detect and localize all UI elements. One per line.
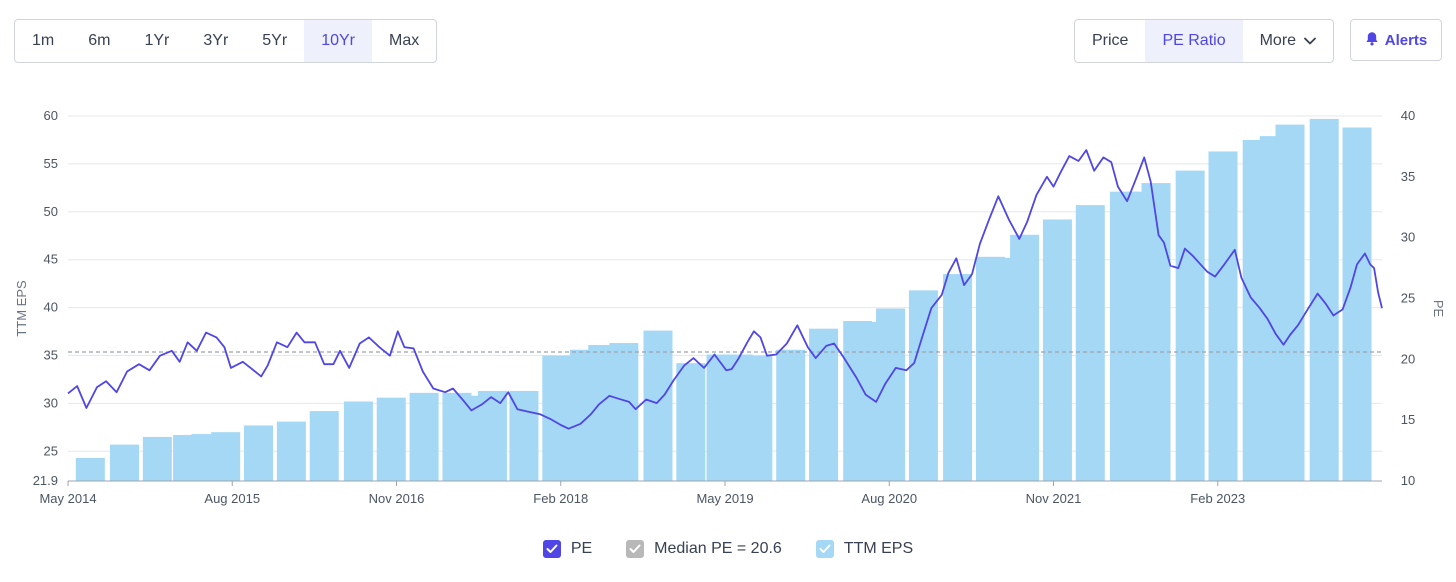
checkbox-checked-icon bbox=[815, 540, 834, 558]
eps-bar bbox=[376, 397, 406, 481]
x-axis-tick: May 2014 bbox=[39, 491, 96, 506]
eps-bar bbox=[908, 290, 938, 481]
range-button-1yr[interactable]: 1Yr bbox=[144, 32, 170, 49]
more-label: More bbox=[1259, 32, 1297, 49]
range-button-10yr[interactable]: 10Yr bbox=[304, 20, 372, 62]
eps-bar bbox=[1141, 183, 1171, 481]
eps-bar bbox=[1275, 124, 1305, 482]
eps-bar bbox=[309, 411, 339, 481]
legend-label-ttm-eps: TTM EPS bbox=[843, 540, 914, 557]
price-label: Price bbox=[1092, 32, 1129, 49]
pe-ratio-label: PE Ratio bbox=[1162, 32, 1226, 49]
x-axis-tick: Feb 2018 bbox=[533, 491, 588, 506]
right-axis-title: PE bbox=[1431, 300, 1446, 318]
pe-line bbox=[67, 149, 1383, 430]
right-axis-tick: 20 bbox=[1401, 351, 1415, 366]
eps-bar bbox=[743, 355, 773, 481]
range-button-1m[interactable]: 1m bbox=[32, 32, 55, 49]
range-button-5yr[interactable]: 5Yr bbox=[262, 32, 288, 49]
eps-bar bbox=[943, 274, 973, 481]
left-axis-tick: 21.9 bbox=[33, 473, 58, 488]
metric-selector: Price PE Ratio More bbox=[1074, 19, 1335, 63]
pe-ratio-chart: 21.9 25 30 35 40 45 50 55 60 10 15 20 25 30 35 40 May 20… bbox=[14, 108, 1446, 506]
eps-bar bbox=[1175, 170, 1205, 481]
more-dropdown[interactable]: More bbox=[1243, 20, 1333, 62]
right-axis-tick: 25 bbox=[1401, 291, 1415, 306]
legend-item-pe[interactable]: PE bbox=[542, 540, 593, 558]
legend-item-median-pe[interactable]: Median PE = 20.6 bbox=[626, 540, 782, 558]
checkbox-checked-icon bbox=[542, 540, 561, 558]
eps-bar bbox=[1042, 219, 1072, 481]
checkbox-checked-icon bbox=[626, 540, 645, 558]
left-axis-title: TTM EPS bbox=[14, 280, 29, 337]
eps-bar bbox=[276, 421, 306, 481]
eps-bar bbox=[509, 390, 539, 481]
left-axis-tick: 25 bbox=[44, 443, 58, 458]
chart-legend: PE Median PE = 20.6 TTM EPS bbox=[0, 540, 1456, 558]
x-axis-tick: Nov 2021 bbox=[1026, 491, 1082, 506]
left-axis-tick: 60 bbox=[44, 108, 58, 123]
alerts-label: Alerts bbox=[1384, 31, 1428, 49]
eps-bar bbox=[1342, 127, 1372, 481]
right-axis-tick: 40 bbox=[1401, 108, 1415, 123]
left-axis-tick: 30 bbox=[44, 395, 58, 410]
right-axis-tick: 35 bbox=[1401, 169, 1415, 184]
time-range-selector: 1m 6m 1Yr 3Yr 5Yr 10Yr Max bbox=[14, 19, 438, 63]
eps-bar bbox=[110, 444, 140, 481]
range-button-3yr[interactable]: 3Yr bbox=[203, 32, 229, 49]
left-axis-tick: 50 bbox=[44, 204, 58, 219]
eps-bar bbox=[1010, 234, 1040, 481]
right-axis-tick: 10 bbox=[1401, 473, 1415, 488]
eps-bar bbox=[609, 343, 639, 481]
eps-bar bbox=[75, 458, 105, 481]
eps-bar bbox=[409, 392, 439, 481]
price-button[interactable]: Price bbox=[1075, 20, 1145, 62]
x-axis-tick: Aug 2020 bbox=[861, 491, 917, 506]
pe-ratio-button[interactable]: PE Ratio bbox=[1145, 20, 1243, 62]
left-axis-tick: 35 bbox=[44, 348, 58, 363]
eps-bar bbox=[676, 363, 706, 481]
left-axis-tick: 55 bbox=[44, 156, 58, 171]
eps-bar bbox=[244, 425, 274, 481]
range-button-max[interactable]: Max bbox=[388, 32, 420, 49]
left-axis-tick: 45 bbox=[44, 252, 58, 267]
eps-bar bbox=[876, 308, 906, 481]
x-axis-tick: Feb 2023 bbox=[1190, 491, 1245, 506]
eps-bar bbox=[142, 436, 172, 481]
left-axis-tick: 40 bbox=[44, 300, 58, 315]
eps-bar bbox=[211, 432, 241, 481]
x-axis-tick: Aug 2015 bbox=[204, 491, 260, 506]
eps-bar bbox=[1208, 151, 1238, 481]
right-axis-tick: 30 bbox=[1401, 230, 1415, 245]
eps-bar bbox=[1075, 205, 1105, 481]
eps-bar bbox=[776, 349, 806, 481]
eps-bar bbox=[343, 401, 373, 481]
x-axis-tick: May 2019 bbox=[696, 491, 753, 506]
legend-item-ttm-eps[interactable]: TTM EPS bbox=[815, 540, 914, 558]
legend-label-median-pe: Median PE = 20.6 bbox=[654, 540, 782, 557]
bell-icon bbox=[1365, 31, 1385, 50]
legend-label-pe: PE bbox=[570, 540, 593, 557]
eps-bar bbox=[477, 390, 507, 481]
alerts-button[interactable]: Alerts bbox=[1350, 19, 1442, 61]
right-axis-tick: 15 bbox=[1401, 412, 1415, 427]
range-button-6m[interactable]: 6m bbox=[88, 32, 111, 49]
chevron-down-icon bbox=[1304, 37, 1316, 45]
x-axis-tick: Nov 2016 bbox=[369, 491, 425, 506]
eps-bar bbox=[643, 330, 673, 481]
